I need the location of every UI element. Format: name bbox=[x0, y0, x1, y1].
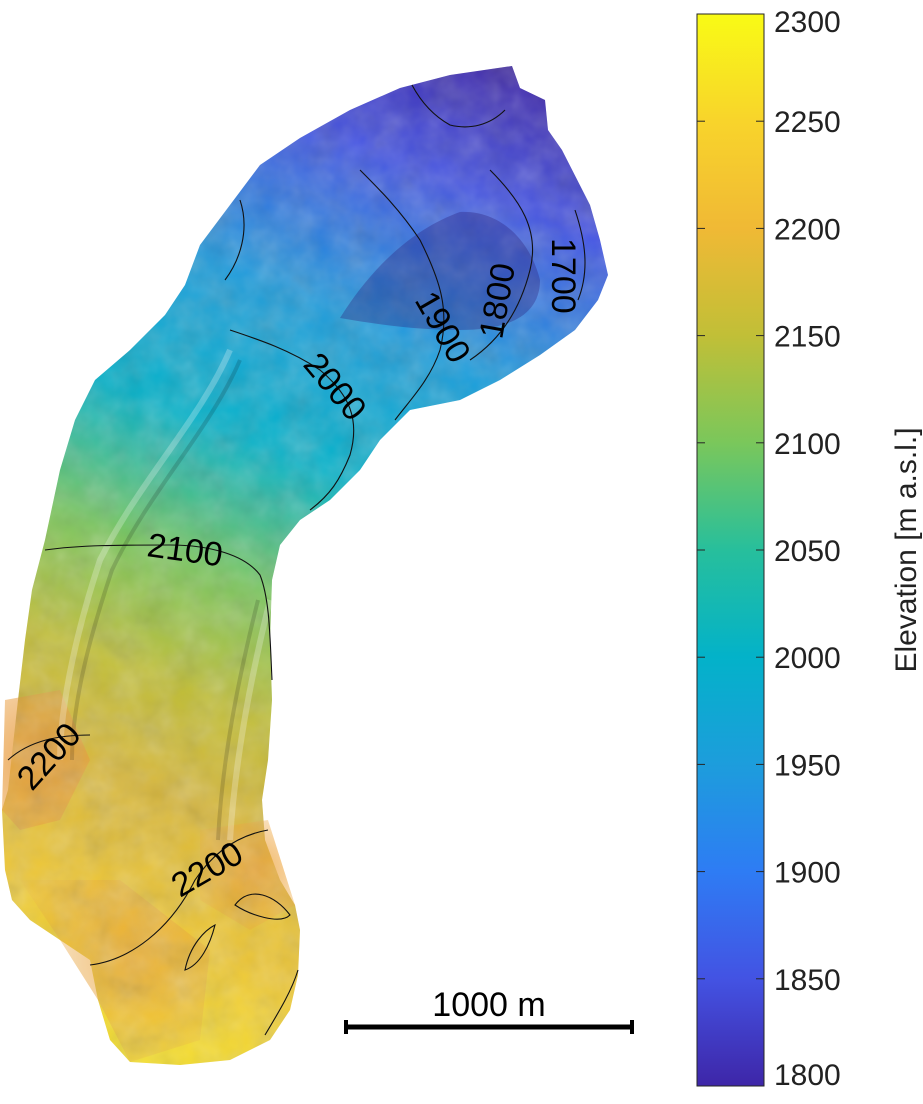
moraine-ridge bbox=[57, 348, 233, 761]
colorbar-tick-label: 2000 bbox=[774, 642, 841, 675]
hillshade-texture bbox=[2, 66, 608, 1065]
colorbar-tick-label: 1950 bbox=[774, 749, 841, 782]
moraine-ridge bbox=[227, 599, 273, 841]
scale-bar: 1000 m bbox=[344, 986, 634, 1034]
colorbar-tick-label: 1850 bbox=[774, 964, 841, 997]
contour-2300-loop bbox=[184, 923, 216, 971]
colorbar-tick-label: 1800 bbox=[774, 1059, 841, 1092]
contour-label-1700: 1700 bbox=[544, 238, 582, 314]
glacier-margin bbox=[224, 199, 245, 281]
contour-lines bbox=[7, 84, 586, 1036]
contour-2200-lower bbox=[89, 829, 269, 966]
contour-1900 bbox=[359, 169, 445, 421]
contour-1700 bbox=[574, 209, 586, 301]
contour-1800 bbox=[469, 169, 534, 361]
colorbar-tick-label: 2100 bbox=[774, 428, 841, 461]
contour-2000 bbox=[229, 329, 355, 511]
colorbar-gradient bbox=[696, 13, 765, 1087]
contour-2300-edge bbox=[264, 969, 299, 1036]
colorbar-tick-label: 1900 bbox=[774, 857, 841, 890]
scale-bar-label: 1000 m bbox=[432, 986, 545, 1024]
glacier-margin bbox=[411, 84, 506, 128]
contour-2200-upper bbox=[7, 734, 91, 761]
moraine-ridge-dark bbox=[216, 599, 260, 841]
colorbar-tick-label: 2250 bbox=[774, 106, 841, 139]
colorbar-tick-label: 2150 bbox=[774, 321, 841, 354]
colorbar-title: Elevation [m a.s.l.] bbox=[890, 427, 923, 672]
debris-zone bbox=[340, 211, 540, 330]
colorbar-ticks: 1800 1850 1900 1950 2000 2050 2100 2150 2200 2250… bbox=[697, 6, 841, 1092]
glacier-surface bbox=[2, 66, 608, 1065]
colorbar-tick-label: 2300 bbox=[774, 6, 841, 39]
contour-2100 bbox=[44, 544, 273, 681]
colorbar: 1800 1850 1900 1950 2000 2050 2100 2150 2200 2250… bbox=[696, 6, 923, 1092]
contour-2300-loop bbox=[234, 893, 291, 920]
colorbar-tick-label: 2200 bbox=[774, 213, 841, 246]
colorbar-tick-label: 2050 bbox=[774, 535, 841, 568]
moraine-ridge-dark bbox=[70, 359, 242, 761]
